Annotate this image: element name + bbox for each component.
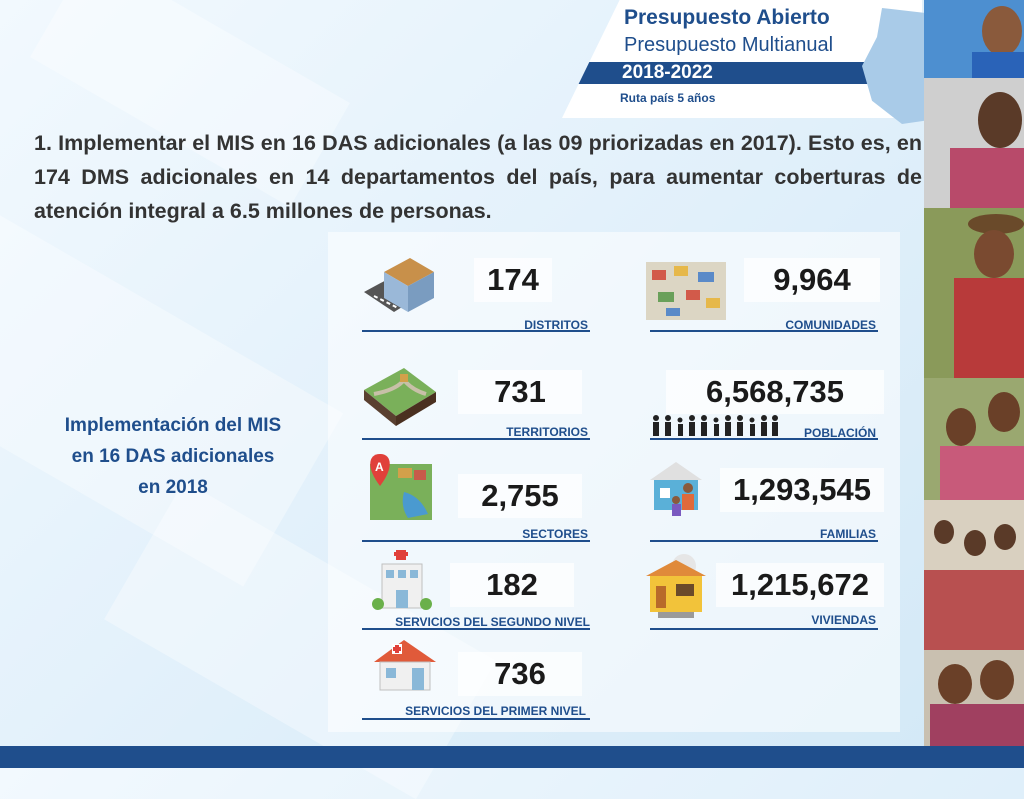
map-pin-icon: A (364, 452, 436, 524)
stat-familias-value: 1,293,545 (720, 468, 884, 512)
farmer-photo (924, 208, 1024, 378)
stat-segundo-nivel-value: 182 (450, 563, 574, 607)
header-title: Presupuesto Abierto (624, 6, 830, 29)
family-house-icon (648, 458, 710, 520)
village-icon (646, 262, 726, 320)
side-title-line: Implementación del MIS (64, 415, 282, 436)
stat-primer-nivel-value: 736 (458, 652, 582, 696)
stat-primer-nivel-label: SERVICIOS DEL PRIMER NIVEL (405, 704, 586, 718)
divider (650, 628, 878, 630)
kids-photo (924, 650, 1024, 746)
side-title: Implementación del MIS en 16 DAS adicion… (34, 410, 312, 503)
divider (650, 540, 878, 542)
terrain-icon (360, 360, 438, 430)
stat-distritos-value: 174 (474, 258, 552, 302)
stat-sectores-value: 2,755 (458, 474, 582, 518)
divider (650, 330, 878, 332)
stat-viviendas-label: VIVIENDAS (811, 613, 876, 627)
divider (362, 540, 590, 542)
header-years: 2018-2022 (622, 62, 713, 83)
children-photo (924, 378, 1024, 500)
stat-segundo-nivel-label: SERVICIOS DEL SEGUNDO NIVEL (395, 615, 590, 629)
divider (650, 438, 878, 440)
building-icon (360, 252, 438, 320)
stat-territorios-label: TERRITORIOS (506, 425, 588, 439)
side-title-line: en 2018 (138, 477, 208, 498)
stat-comunidades-value: 9,964 (744, 258, 880, 302)
side-title-line: en 16 DAS adicionales (71, 446, 275, 467)
footer-bar (0, 746, 1024, 768)
child-photo (924, 0, 1024, 78)
svg-text:A: A (375, 460, 384, 474)
people-icon (650, 412, 780, 438)
stat-viviendas-value: 1,215,672 (716, 563, 884, 607)
stat-territorios-value: 731 (458, 370, 582, 414)
divider (362, 628, 590, 630)
header-subtitle: Presupuesto Multianual (624, 34, 834, 56)
stat-sectores-label: SECTORES (522, 527, 588, 541)
stat-distritos-label: DISTRITOS (524, 318, 588, 332)
header-years-bar (574, 62, 874, 84)
header-banner: Presupuesto Abierto Presupuesto Multianu… (562, 0, 922, 118)
stat-poblacion-label: POBLACIÓN (804, 426, 876, 440)
divider (362, 330, 590, 332)
stat-familias-label: FAMILIAS (820, 527, 876, 541)
hospital-icon (372, 549, 432, 612)
stat-poblacion-value: 6,568,735 (666, 370, 884, 414)
divider (362, 438, 590, 440)
photo-strip (924, 0, 1024, 768)
main-heading: 1. Implementar el MIS en 16 DAS adiciona… (34, 131, 922, 223)
classroom-photo (924, 500, 1024, 650)
yellow-house-icon (644, 552, 708, 620)
divider (362, 718, 590, 720)
girl-photo (924, 78, 1024, 208)
header-tagline: Ruta país 5 años (620, 91, 716, 105)
clinic-icon (372, 638, 438, 694)
stat-comunidades-label: COMUNIDADES (785, 318, 876, 332)
